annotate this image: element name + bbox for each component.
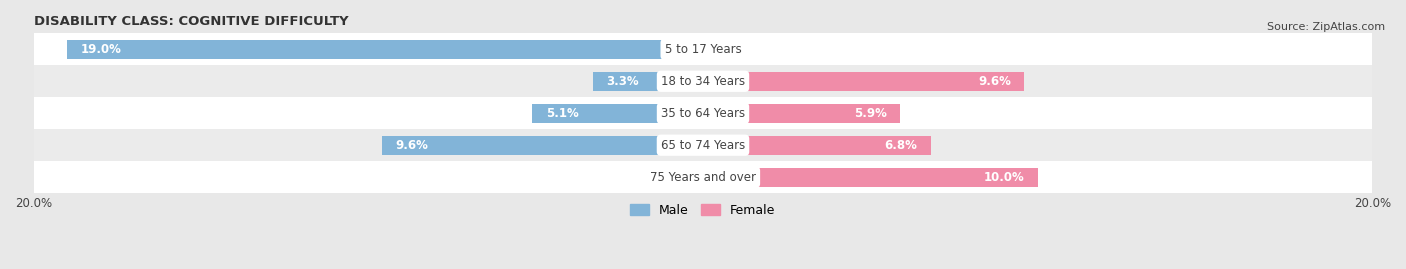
Text: 5.9%: 5.9%	[855, 107, 887, 120]
Text: 35 to 64 Years: 35 to 64 Years	[661, 107, 745, 120]
Text: 10.0%: 10.0%	[984, 171, 1025, 184]
Bar	[703, 136, 931, 155]
Text: 3.3%: 3.3%	[606, 75, 638, 88]
Text: 65 to 74 Years: 65 to 74 Years	[661, 139, 745, 152]
Bar	[703, 72, 1025, 91]
Text: 75 Years and over: 75 Years and over	[650, 171, 756, 184]
Text: 0.0%: 0.0%	[709, 43, 738, 56]
Text: 6.8%: 6.8%	[884, 139, 917, 152]
Bar	[34, 97, 1372, 129]
Bar	[703, 168, 1038, 187]
Text: 5.1%: 5.1%	[546, 107, 578, 120]
Bar	[703, 104, 900, 123]
Text: 9.6%: 9.6%	[979, 75, 1011, 88]
Legend: Male, Female: Male, Female	[626, 199, 780, 222]
Text: 9.6%: 9.6%	[395, 139, 427, 152]
Bar	[34, 33, 1372, 65]
Bar	[67, 40, 703, 59]
Text: DISABILITY CLASS: COGNITIVE DIFFICULTY: DISABILITY CLASS: COGNITIVE DIFFICULTY	[34, 15, 349, 28]
Bar	[34, 161, 1372, 193]
Text: 18 to 34 Years: 18 to 34 Years	[661, 75, 745, 88]
Text: Source: ZipAtlas.com: Source: ZipAtlas.com	[1267, 22, 1385, 31]
Bar	[592, 72, 703, 91]
Bar	[34, 65, 1372, 97]
Text: 5 to 17 Years: 5 to 17 Years	[665, 43, 741, 56]
Bar	[381, 136, 703, 155]
Bar	[34, 129, 1372, 161]
Bar	[533, 104, 703, 123]
Text: 19.0%: 19.0%	[80, 43, 121, 56]
Text: 0.0%: 0.0%	[668, 171, 697, 184]
